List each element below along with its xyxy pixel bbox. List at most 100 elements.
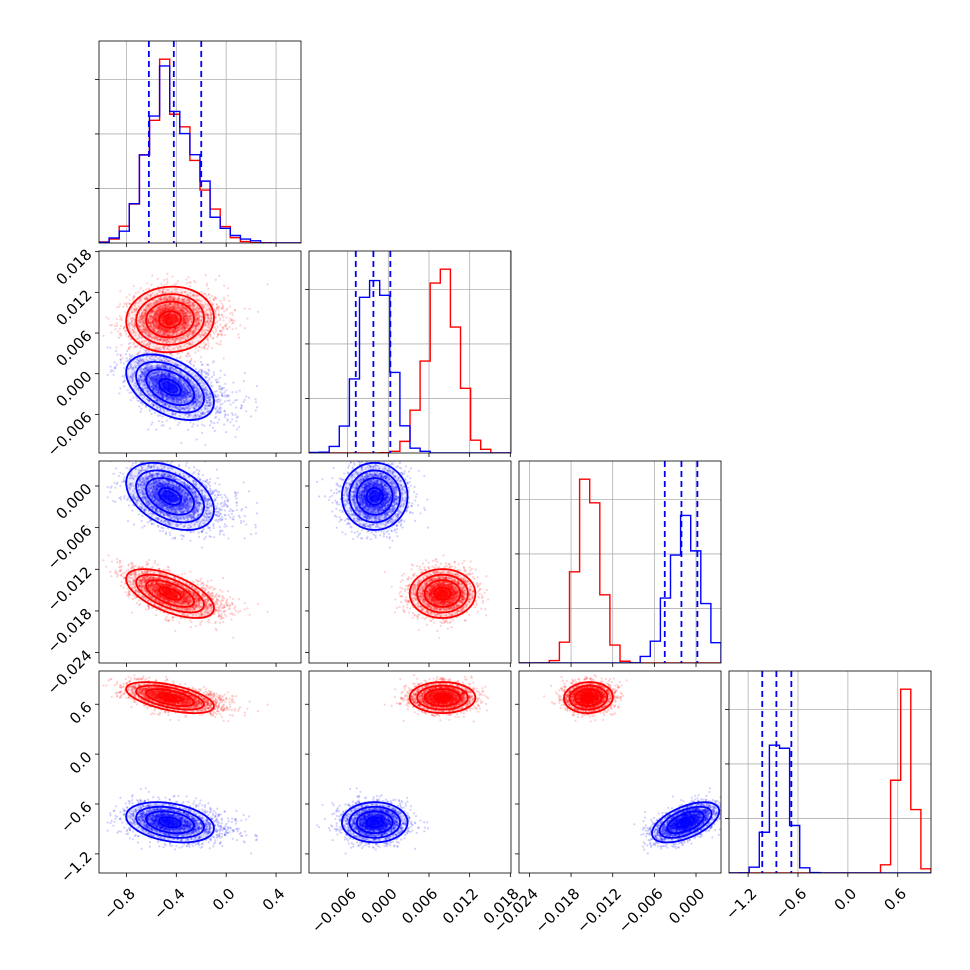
scatter-point [149, 322, 152, 325]
scatter-point [197, 322, 200, 325]
scatter-point [222, 328, 225, 331]
scatter-point [225, 308, 228, 312]
scatter-point [195, 294, 199, 297]
scatter-point [180, 339, 183, 343]
scatter-point [188, 281, 191, 284]
scatter-point [195, 367, 198, 371]
scatter-point [119, 354, 123, 357]
scatter-point [172, 330, 175, 333]
scatter-point [171, 330, 175, 333]
scatter-point [142, 322, 145, 325]
scatter-point [188, 319, 191, 322]
scatter-point [147, 345, 150, 348]
scatter-point [183, 326, 186, 329]
scatter-point [132, 330, 136, 333]
scatter-point [189, 304, 192, 307]
scatter-point [156, 306, 159, 309]
scatter-point [187, 316, 190, 319]
scatter-point [171, 290, 174, 293]
scatter-point [158, 324, 161, 328]
scatter-point [155, 331, 158, 334]
scatter-point [176, 298, 179, 302]
scatter-point [202, 346, 205, 349]
scatter-point [144, 308, 147, 311]
scatter-point [186, 324, 189, 327]
scatter-point [219, 391, 222, 394]
scatter-point [183, 306, 186, 309]
scatter-point [223, 310, 226, 313]
scatter-point [237, 336, 241, 339]
scatter-point [166, 334, 169, 337]
scatter-point [128, 312, 131, 315]
scatter-point [186, 318, 190, 321]
scatter-point [176, 423, 179, 427]
scatter-point [182, 324, 185, 327]
scatter-point [206, 322, 209, 325]
scatter-point [174, 307, 178, 310]
scatter-point [159, 311, 162, 314]
scatter-point [138, 316, 141, 319]
scatter-point [189, 285, 192, 288]
scatter-point [130, 311, 133, 314]
scatter-point [172, 307, 175, 310]
scatter-point [159, 330, 162, 334]
scatter-point [125, 305, 129, 308]
scatter-point [188, 300, 192, 303]
scatter-point [171, 361, 174, 364]
scatter-point [154, 300, 157, 303]
scatter-point [254, 409, 257, 412]
scatter-point [165, 339, 168, 342]
scatter-point [127, 314, 130, 318]
scatter-point [169, 306, 172, 309]
scatter-point [150, 309, 154, 312]
scatter-point [203, 344, 206, 347]
scatter-point [194, 303, 197, 307]
scatter-point [157, 347, 160, 350]
scatter-point [209, 334, 212, 337]
scatter-point [164, 308, 167, 311]
scatter-point [164, 327, 167, 330]
scatter-point [196, 318, 199, 322]
scatter-point [175, 338, 178, 341]
scatter-point [157, 326, 161, 329]
scatter-point [186, 293, 189, 296]
scatter-point [183, 318, 186, 322]
scatter-point [186, 322, 189, 326]
scatter-point [212, 337, 215, 340]
scatter-point [147, 319, 151, 322]
scatter-point [146, 309, 149, 312]
scatter-point [160, 308, 164, 311]
scatter-point [127, 348, 130, 351]
scatter-point [173, 327, 177, 330]
scatter-point [219, 330, 222, 333]
scatter-point [210, 421, 213, 424]
scatter-point [170, 295, 173, 298]
scatter-point [187, 318, 190, 321]
scatter-point [164, 291, 168, 294]
scatter-point [149, 296, 152, 299]
scatter-point [221, 392, 224, 395]
scatter-point [163, 305, 167, 308]
scatter-point [135, 307, 139, 311]
scatter-point [217, 333, 220, 336]
scatter-point [159, 305, 162, 308]
scatter-point [122, 305, 125, 308]
scatter-point [204, 375, 207, 378]
scatter-point [227, 287, 230, 290]
scatter-point [189, 335, 192, 339]
scatter-point [180, 329, 183, 332]
scatter-point [187, 319, 190, 322]
scatter-point [214, 412, 217, 415]
scatter-point [182, 334, 186, 337]
scatter-point [117, 336, 120, 339]
scatter-point [189, 317, 192, 320]
scatter-point [214, 308, 217, 311]
scatter-point [208, 377, 211, 380]
scatter-point [153, 338, 156, 341]
scatter-point [206, 314, 210, 317]
scatter-point [168, 334, 171, 337]
scatter-point [147, 287, 151, 290]
scatter-point [164, 307, 168, 311]
scatter-point [180, 309, 183, 312]
scatter-point [145, 328, 148, 332]
